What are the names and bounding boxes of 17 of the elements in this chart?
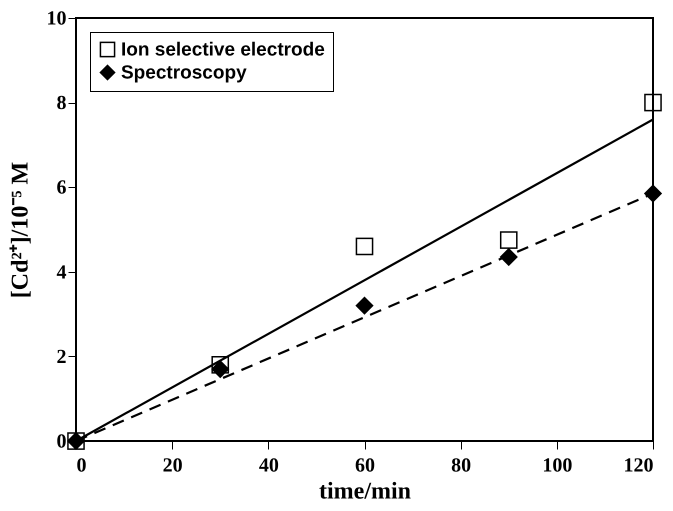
x-tick-label: 120 [624,454,654,476]
legend-label: Spectroscopy [121,62,248,84]
legend-label: Ion selective electrode [121,40,325,60]
y-tick-label: 2 [56,346,66,368]
x-tick-label: 80 [451,454,472,476]
x-tick-label: 0 [76,454,86,476]
y-tick-label: 10 [46,8,66,30]
x-tick-label: 40 [258,454,279,476]
x-axis-title: time/min [319,478,411,504]
y-tick-label: 8 [56,92,66,114]
x-tick-label: 100 [542,454,572,476]
x-tick-label: 60 [355,454,375,476]
y-tick-label: 0 [56,430,66,452]
y-tick-label: 6 [56,176,66,199]
x-tick-label: 20 [162,454,183,476]
y-axis-title: [Cd²⁺]/10⁻⁵ M [8,162,34,298]
y-tick-label: 4 [56,261,66,284]
